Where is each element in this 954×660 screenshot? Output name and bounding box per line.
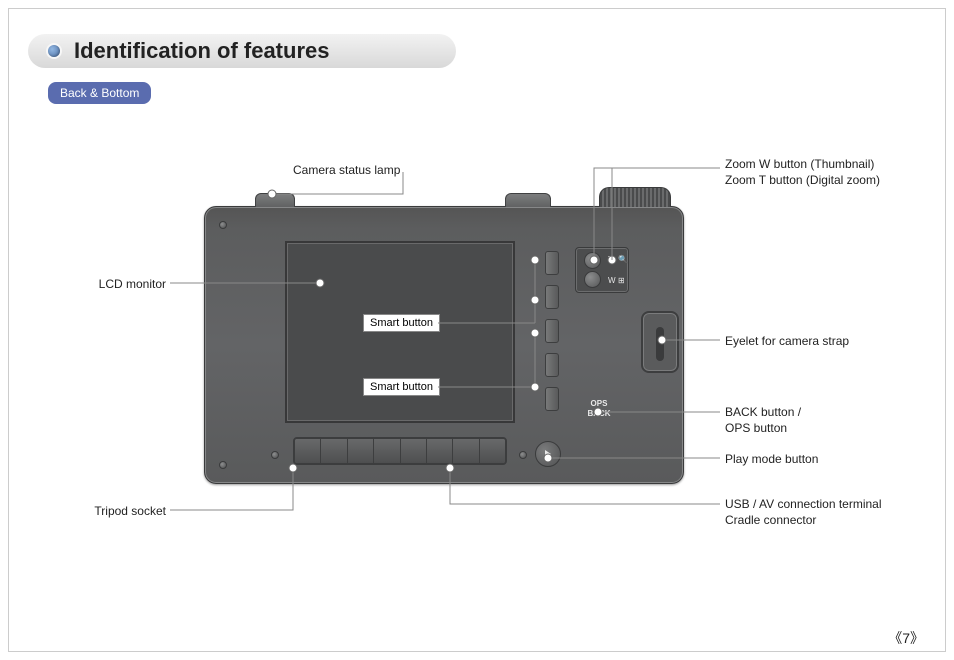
viewfinder-bump	[255, 193, 295, 207]
eyelet-slot	[656, 327, 664, 361]
side-button-4	[545, 353, 559, 377]
label-tripod: Tripod socket	[86, 503, 166, 519]
play-mode-button	[535, 441, 561, 467]
back-print: BACK	[577, 409, 621, 419]
label-zoom-t: Zoom T button (Digital zoom)	[725, 172, 880, 188]
label-smart-button-b: Smart button	[363, 378, 440, 396]
page-number: 《7》	[888, 628, 924, 648]
ops-print: OPS	[577, 399, 621, 409]
ops-back-print: OPS BACK	[577, 399, 621, 419]
label-camera-status-lamp: Camera status lamp	[293, 162, 400, 178]
title-bullet-icon	[48, 45, 60, 57]
section-tag: Back & Bottom	[48, 82, 151, 104]
label-lcd-monitor: LCD monitor	[86, 276, 166, 292]
grille-screw-left	[271, 451, 279, 459]
zoom-t-label: T	[608, 255, 613, 264]
label-eyelet: Eyelet for camera strap	[725, 333, 849, 349]
play-icon	[545, 450, 551, 458]
label-usb-av: USB / AV connection terminal	[725, 496, 882, 512]
label-back-button: BACK button /	[725, 404, 801, 420]
label-zoom-w: Zoom W button (Thumbnail)	[725, 156, 874, 172]
zoom-magnify-icon: 🔍	[618, 255, 628, 264]
shutter-bump	[505, 193, 551, 207]
zoom-w-label: W	[608, 276, 616, 285]
label-smart-button-a: Smart button	[363, 314, 440, 332]
zoom-grid-icon: ⊞	[618, 276, 625, 285]
side-button-5	[545, 387, 559, 411]
zoom-rocker: T 🔍 W ⊞	[575, 247, 629, 293]
page-title: Identification of features	[74, 38, 329, 64]
side-button-2	[545, 285, 559, 309]
zoom-t-button	[584, 252, 601, 269]
zoom-w-button	[584, 271, 601, 288]
label-ops-button: OPS button	[725, 420, 787, 436]
grille-screw-right	[519, 451, 527, 459]
corner-screw-bl	[219, 461, 227, 469]
side-button-3	[545, 319, 559, 343]
bottom-grille	[293, 437, 507, 465]
page-title-pill: Identification of features	[28, 34, 456, 68]
corner-screw-tl	[219, 221, 227, 229]
strap-eyelet	[641, 311, 679, 373]
side-button-1	[545, 251, 559, 275]
label-cradle: Cradle connector	[725, 512, 816, 528]
label-play-mode: Play mode button	[725, 451, 818, 467]
camera-body: T 🔍 W ⊞ OPS BACK	[204, 206, 684, 484]
mode-dial	[599, 187, 671, 207]
